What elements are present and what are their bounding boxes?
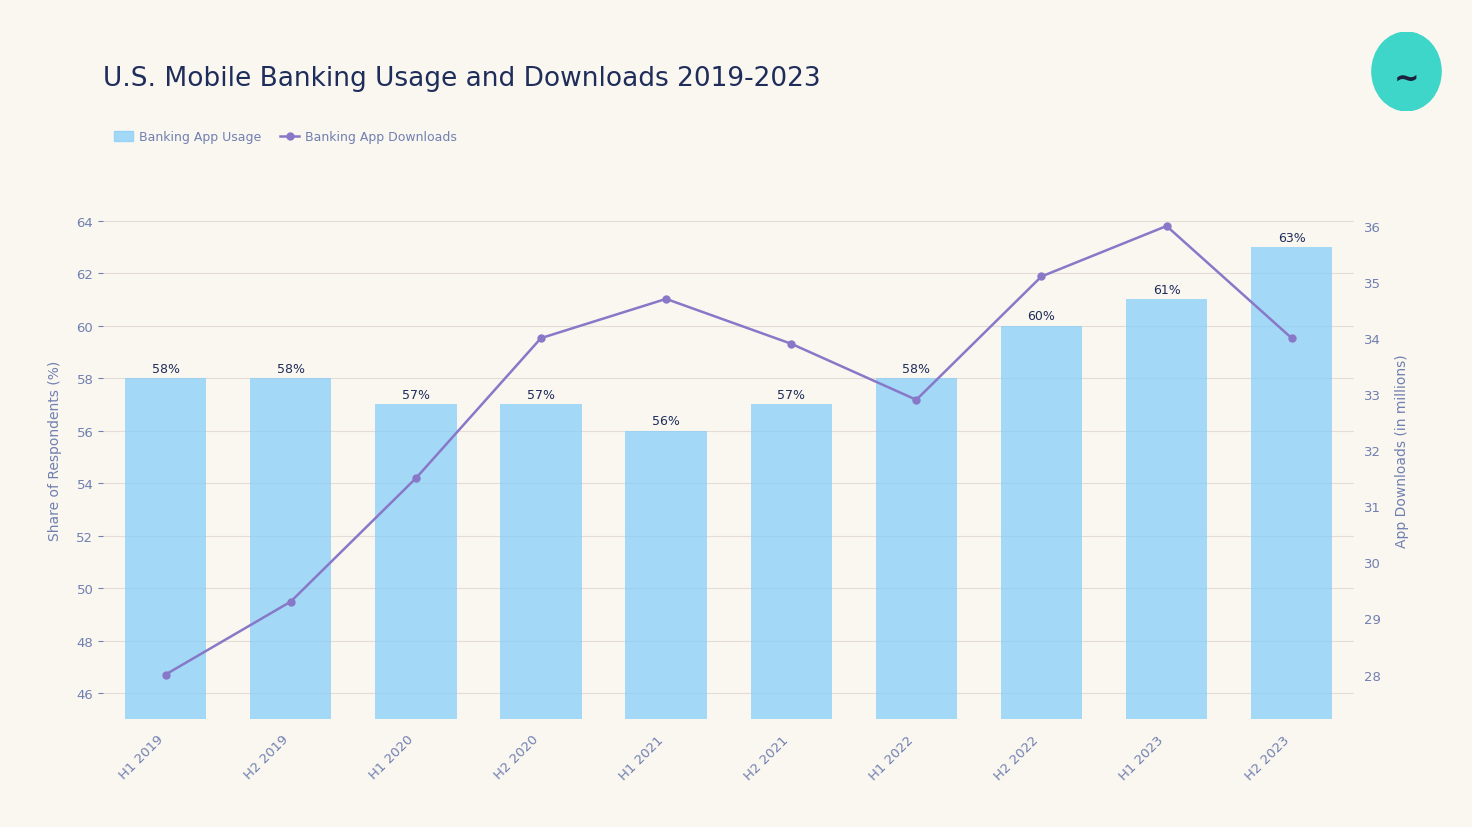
Bar [626, 431, 707, 827]
Bar [876, 379, 957, 827]
Bar [1001, 326, 1082, 827]
Bar [1251, 247, 1332, 827]
Text: 56%: 56% [652, 415, 680, 428]
Text: 60%: 60% [1027, 310, 1055, 323]
Y-axis label: App Downloads (in millions): App Downloads (in millions) [1395, 354, 1409, 547]
Legend: Banking App Usage, Banking App Downloads: Banking App Usage, Banking App Downloads [109, 127, 462, 149]
Bar [1126, 300, 1207, 827]
Text: 58%: 58% [902, 362, 930, 375]
Bar [751, 405, 832, 827]
Text: 63%: 63% [1278, 232, 1306, 244]
Text: 58%: 58% [152, 362, 180, 375]
Bar [500, 405, 581, 827]
Ellipse shape [1372, 33, 1441, 112]
Text: ~: ~ [1394, 65, 1419, 93]
Text: U.S. Mobile Banking Usage and Downloads 2019-2023: U.S. Mobile Banking Usage and Downloads … [103, 66, 821, 92]
Text: 57%: 57% [402, 389, 430, 402]
Text: 58%: 58% [277, 362, 305, 375]
Text: 57%: 57% [777, 389, 805, 402]
Text: 57%: 57% [527, 389, 555, 402]
Bar [250, 379, 331, 827]
Bar [125, 379, 206, 827]
Text: 61%: 61% [1153, 284, 1181, 297]
Bar [375, 405, 456, 827]
Y-axis label: Share of Respondents (%): Share of Respondents (%) [49, 361, 62, 541]
